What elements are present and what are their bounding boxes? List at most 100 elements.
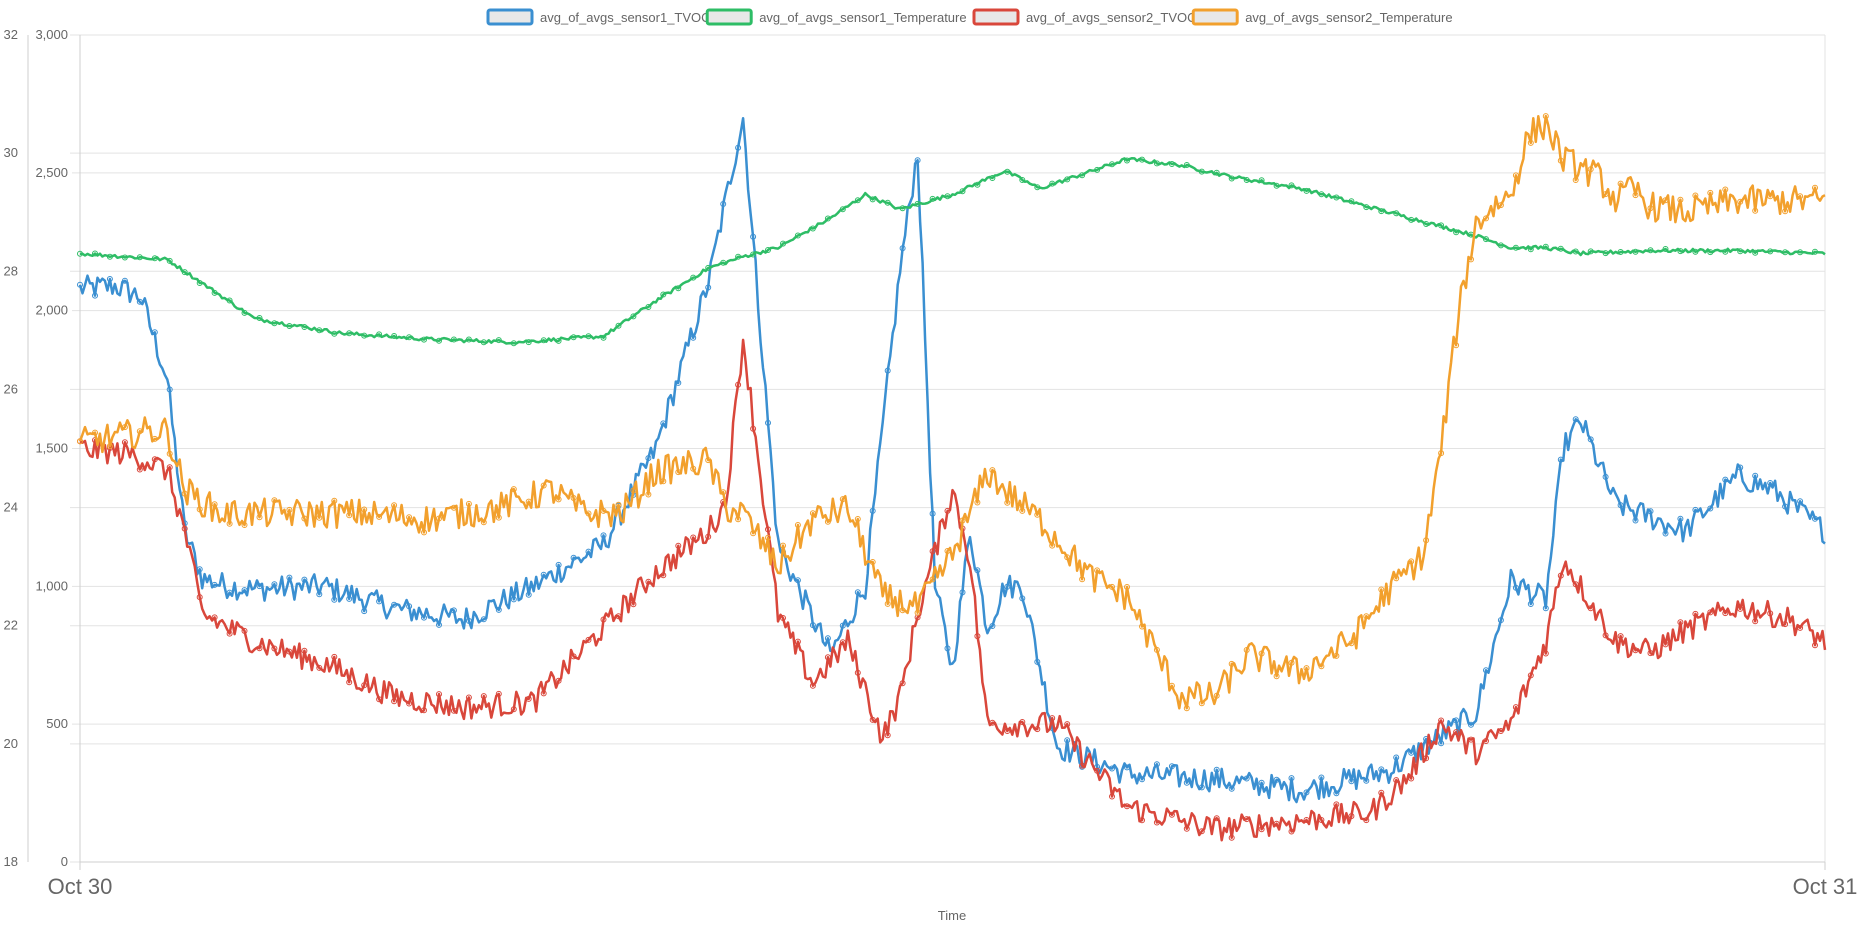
series-point <box>735 253 742 260</box>
series-point <box>1243 647 1250 653</box>
series-point <box>645 578 652 585</box>
series-point <box>1557 456 1564 463</box>
series-point <box>1243 816 1250 823</box>
series-point <box>1004 499 1011 506</box>
y-left-tick-label: 30 <box>4 145 18 160</box>
series-point <box>1258 650 1265 657</box>
series-point <box>1737 198 1744 205</box>
legend-swatch[interactable] <box>1191 8 1239 26</box>
series-point <box>1198 700 1205 707</box>
series-point <box>1527 672 1534 679</box>
legend-label[interactable]: avg_of_avgs_sensor1_TVOC <box>540 10 711 25</box>
legend-item[interactable]: avg_of_avgs_sensor2_TVOC <box>972 8 1197 26</box>
series-point <box>1662 246 1669 252</box>
series-point <box>1408 775 1415 782</box>
series-point <box>989 175 996 181</box>
series-point <box>436 337 442 344</box>
series-point <box>1767 610 1774 617</box>
series-point <box>1782 249 1789 256</box>
series-point <box>106 253 113 260</box>
series-point <box>331 653 338 660</box>
series-point <box>1019 719 1026 725</box>
series-point <box>765 419 771 426</box>
series-point <box>1767 193 1774 200</box>
series-point <box>1572 248 1579 255</box>
series-point <box>1512 584 1519 591</box>
series-point <box>256 315 263 321</box>
series-point <box>166 464 173 471</box>
series-point <box>630 313 637 320</box>
series-point <box>1378 766 1385 773</box>
series-point <box>1512 704 1519 711</box>
legend-label[interactable]: avg_of_avgs_sensor2_TVOC <box>1026 10 1197 25</box>
series-point <box>690 534 697 541</box>
series-point <box>1692 192 1699 199</box>
series-point <box>1632 517 1639 524</box>
series-point <box>1228 834 1235 841</box>
series-point <box>944 645 951 652</box>
series-point <box>1153 819 1160 826</box>
series-point <box>1438 222 1445 229</box>
series-point <box>1139 156 1145 163</box>
series-point <box>495 606 502 613</box>
series-point <box>226 297 233 304</box>
series-point <box>77 281 83 288</box>
legend-label[interactable]: avg_of_avgs_sensor2_Temperature <box>1245 10 1452 25</box>
series-point <box>166 450 173 457</box>
series-point <box>510 706 517 713</box>
series-point <box>690 274 697 281</box>
series-point <box>675 469 682 476</box>
legend-item[interactable]: avg_of_avgs_sensor1_TVOC <box>486 8 711 26</box>
series-point <box>1752 618 1759 625</box>
series-point <box>735 144 742 151</box>
series-point <box>1183 779 1190 786</box>
series-point <box>1198 828 1205 835</box>
legend-swatch[interactable] <box>705 8 753 26</box>
legend[interactable]: avg_of_avgs_sensor1_TVOC avg_of_avgs_sens… <box>486 8 1453 26</box>
series-point <box>1198 168 1205 175</box>
series-point <box>600 507 607 514</box>
legend-label[interactable]: avg_of_avgs_sensor1_Temperature <box>759 10 966 25</box>
series-point <box>1109 161 1115 168</box>
series-point <box>1767 248 1774 255</box>
series-point <box>914 609 921 616</box>
series-point <box>1423 221 1430 227</box>
series-point <box>1378 208 1385 215</box>
series-point <box>974 499 981 506</box>
series-point <box>1497 202 1504 209</box>
series-point <box>1019 595 1026 602</box>
series-point <box>675 379 682 386</box>
series-point <box>660 572 667 579</box>
series-point <box>690 465 697 472</box>
series-point <box>585 510 592 517</box>
axes: 18 20 22 24 26 28 30 32 0 500 1,000 1,500 2,000 2,500… <box>4 27 1858 899</box>
series-point <box>1094 767 1101 774</box>
series-point <box>1812 642 1818 649</box>
series-point <box>750 233 757 240</box>
series-point <box>480 519 487 526</box>
series-point <box>540 337 547 344</box>
legend-swatch[interactable] <box>972 8 1020 26</box>
series-point <box>839 639 846 646</box>
legend-swatch[interactable] <box>486 8 534 26</box>
series-point <box>121 254 128 261</box>
series-point <box>525 498 532 505</box>
legend-item[interactable]: avg_of_avgs_sensor2_Temperature <box>1191 8 1453 26</box>
series-point <box>1153 646 1160 653</box>
series-point <box>241 309 248 316</box>
series-point <box>271 581 278 588</box>
series-point <box>226 520 233 527</box>
series-point <box>1109 765 1115 772</box>
series-point <box>1812 248 1818 255</box>
series-point <box>570 334 577 341</box>
series-point <box>585 333 592 340</box>
series-point <box>630 601 637 608</box>
series-point <box>675 285 682 292</box>
legend-item[interactable]: avg_of_avgs_sensor1_Temperature <box>705 8 967 26</box>
series-point <box>1273 673 1280 680</box>
series-point <box>1782 503 1789 510</box>
series-point <box>1438 717 1445 724</box>
series-point <box>809 225 816 232</box>
series-point <box>1198 784 1205 791</box>
series-point <box>361 608 368 615</box>
